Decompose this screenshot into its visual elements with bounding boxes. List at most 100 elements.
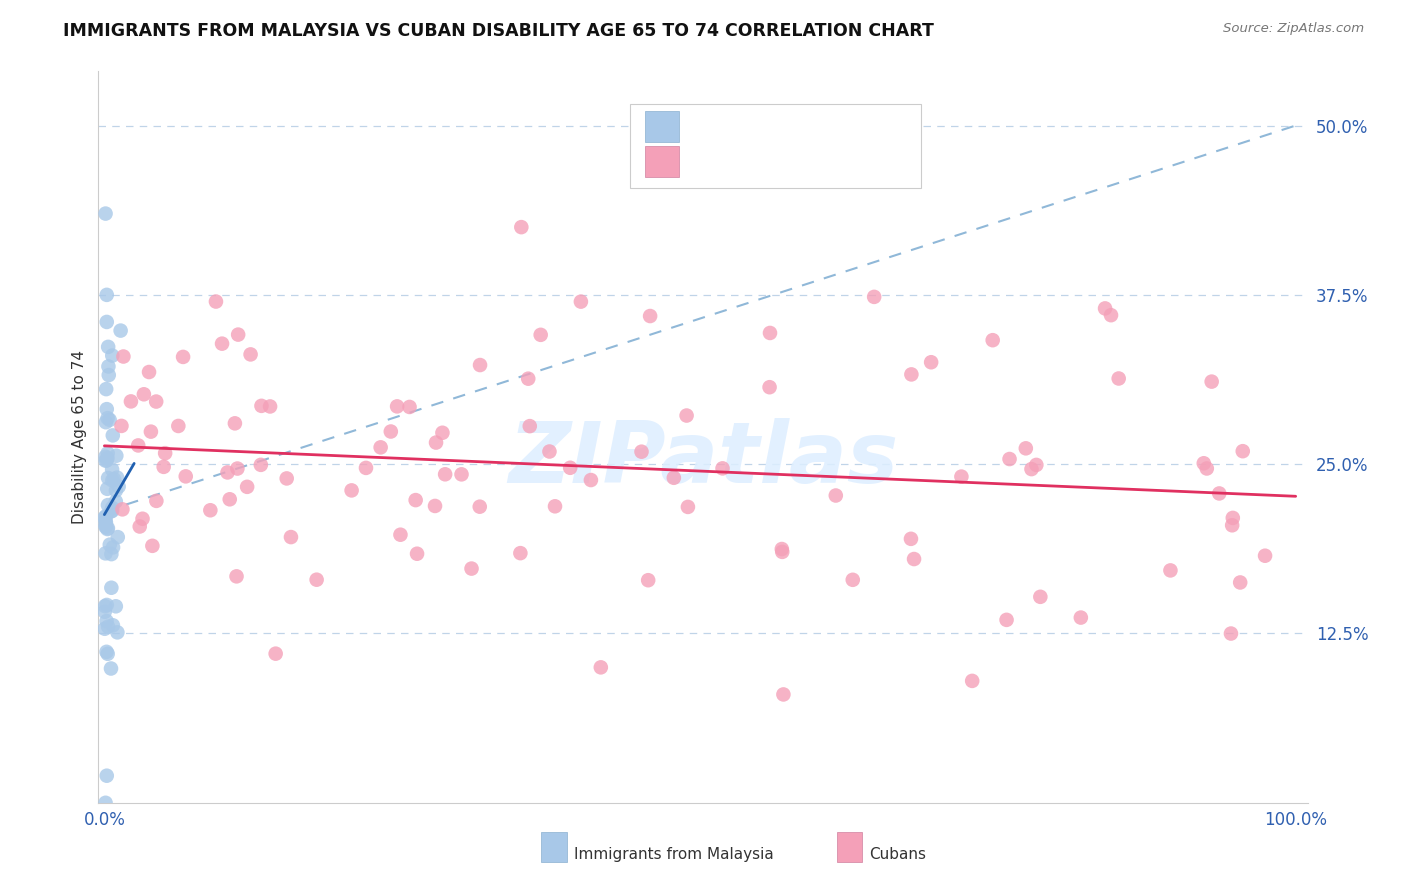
Text: R =: R = xyxy=(693,117,730,136)
Point xyxy=(96,769,118,783)
Point xyxy=(211,336,233,351)
Point xyxy=(105,625,128,640)
Point xyxy=(468,500,491,514)
Point xyxy=(519,419,541,434)
Point xyxy=(280,530,302,544)
Point xyxy=(538,444,561,458)
Point xyxy=(132,387,155,401)
Point xyxy=(1220,626,1243,640)
Point xyxy=(380,425,402,439)
Point xyxy=(1015,442,1038,456)
Point xyxy=(96,453,118,467)
Point xyxy=(145,494,167,508)
Text: ZIPatlas: ZIPatlas xyxy=(508,417,898,500)
Text: Source: ZipAtlas.com: Source: ZipAtlas.com xyxy=(1223,22,1364,36)
Point xyxy=(305,573,328,587)
Point xyxy=(97,498,120,512)
Point xyxy=(97,359,120,374)
Point xyxy=(94,518,117,533)
Point xyxy=(127,438,149,452)
Point xyxy=(98,538,121,552)
Point xyxy=(900,532,922,546)
Point xyxy=(530,327,553,342)
Point xyxy=(217,466,239,480)
Point xyxy=(1070,610,1092,624)
Point xyxy=(998,452,1021,467)
Point xyxy=(96,522,118,536)
Point xyxy=(432,425,454,440)
Point xyxy=(711,461,734,475)
Text: -0.098: -0.098 xyxy=(748,153,807,170)
Text: Cubans: Cubans xyxy=(869,847,927,862)
Point xyxy=(94,206,117,220)
Point xyxy=(560,460,582,475)
Point xyxy=(434,467,457,482)
Point xyxy=(1222,511,1244,525)
Point xyxy=(224,417,246,431)
Point xyxy=(264,647,287,661)
Point xyxy=(94,415,117,429)
Text: IMMIGRANTS FROM MALAYSIA VS CUBAN DISABILITY AGE 65 TO 74 CORRELATION CHART: IMMIGRANTS FROM MALAYSIA VS CUBAN DISABI… xyxy=(63,22,934,40)
Point xyxy=(103,472,125,486)
Point xyxy=(1159,563,1181,577)
Point xyxy=(101,462,124,476)
Point xyxy=(100,547,122,561)
Point xyxy=(389,527,412,541)
Point xyxy=(141,539,163,553)
Point xyxy=(139,425,162,439)
Point xyxy=(981,333,1004,347)
Point xyxy=(145,394,167,409)
Point xyxy=(94,509,117,524)
Point xyxy=(96,645,118,659)
Text: N =: N = xyxy=(820,153,858,170)
Point xyxy=(225,569,247,583)
Point xyxy=(675,409,697,423)
Point xyxy=(517,372,540,386)
Point xyxy=(94,514,117,528)
Point xyxy=(94,520,117,534)
Point xyxy=(98,413,121,427)
Point xyxy=(920,355,942,369)
Point xyxy=(370,441,392,455)
Point xyxy=(96,402,118,417)
Point xyxy=(340,483,363,498)
Point xyxy=(105,470,128,484)
Point xyxy=(1208,486,1230,500)
Point xyxy=(250,458,273,472)
Point xyxy=(405,493,427,508)
Point xyxy=(239,347,262,361)
Point xyxy=(1099,308,1122,322)
Point xyxy=(824,489,846,503)
Point xyxy=(107,479,129,493)
Point xyxy=(96,598,118,612)
Point xyxy=(96,315,118,329)
Point xyxy=(276,471,298,485)
Point xyxy=(97,411,120,425)
Point xyxy=(172,350,194,364)
Point xyxy=(770,542,793,557)
Point xyxy=(900,368,922,382)
Point xyxy=(205,294,228,309)
Point xyxy=(111,502,134,516)
Point xyxy=(1254,549,1277,563)
Point xyxy=(1025,458,1047,472)
Point xyxy=(1195,461,1218,475)
Point xyxy=(995,613,1018,627)
Point xyxy=(97,620,120,634)
Point xyxy=(120,394,142,409)
Point xyxy=(569,294,592,309)
Text: Immigrants from Malaysia: Immigrants from Malaysia xyxy=(574,847,773,862)
Text: N =: N = xyxy=(820,117,858,136)
Point xyxy=(174,469,197,483)
Point xyxy=(460,561,482,575)
Point xyxy=(94,796,117,810)
Text: R =: R = xyxy=(693,153,730,170)
Point xyxy=(772,688,794,702)
Point xyxy=(589,660,612,674)
Point xyxy=(1108,371,1130,385)
Point xyxy=(1229,575,1251,590)
Point xyxy=(950,469,973,483)
Point xyxy=(97,446,120,460)
Point xyxy=(105,449,128,463)
Point xyxy=(758,380,780,394)
